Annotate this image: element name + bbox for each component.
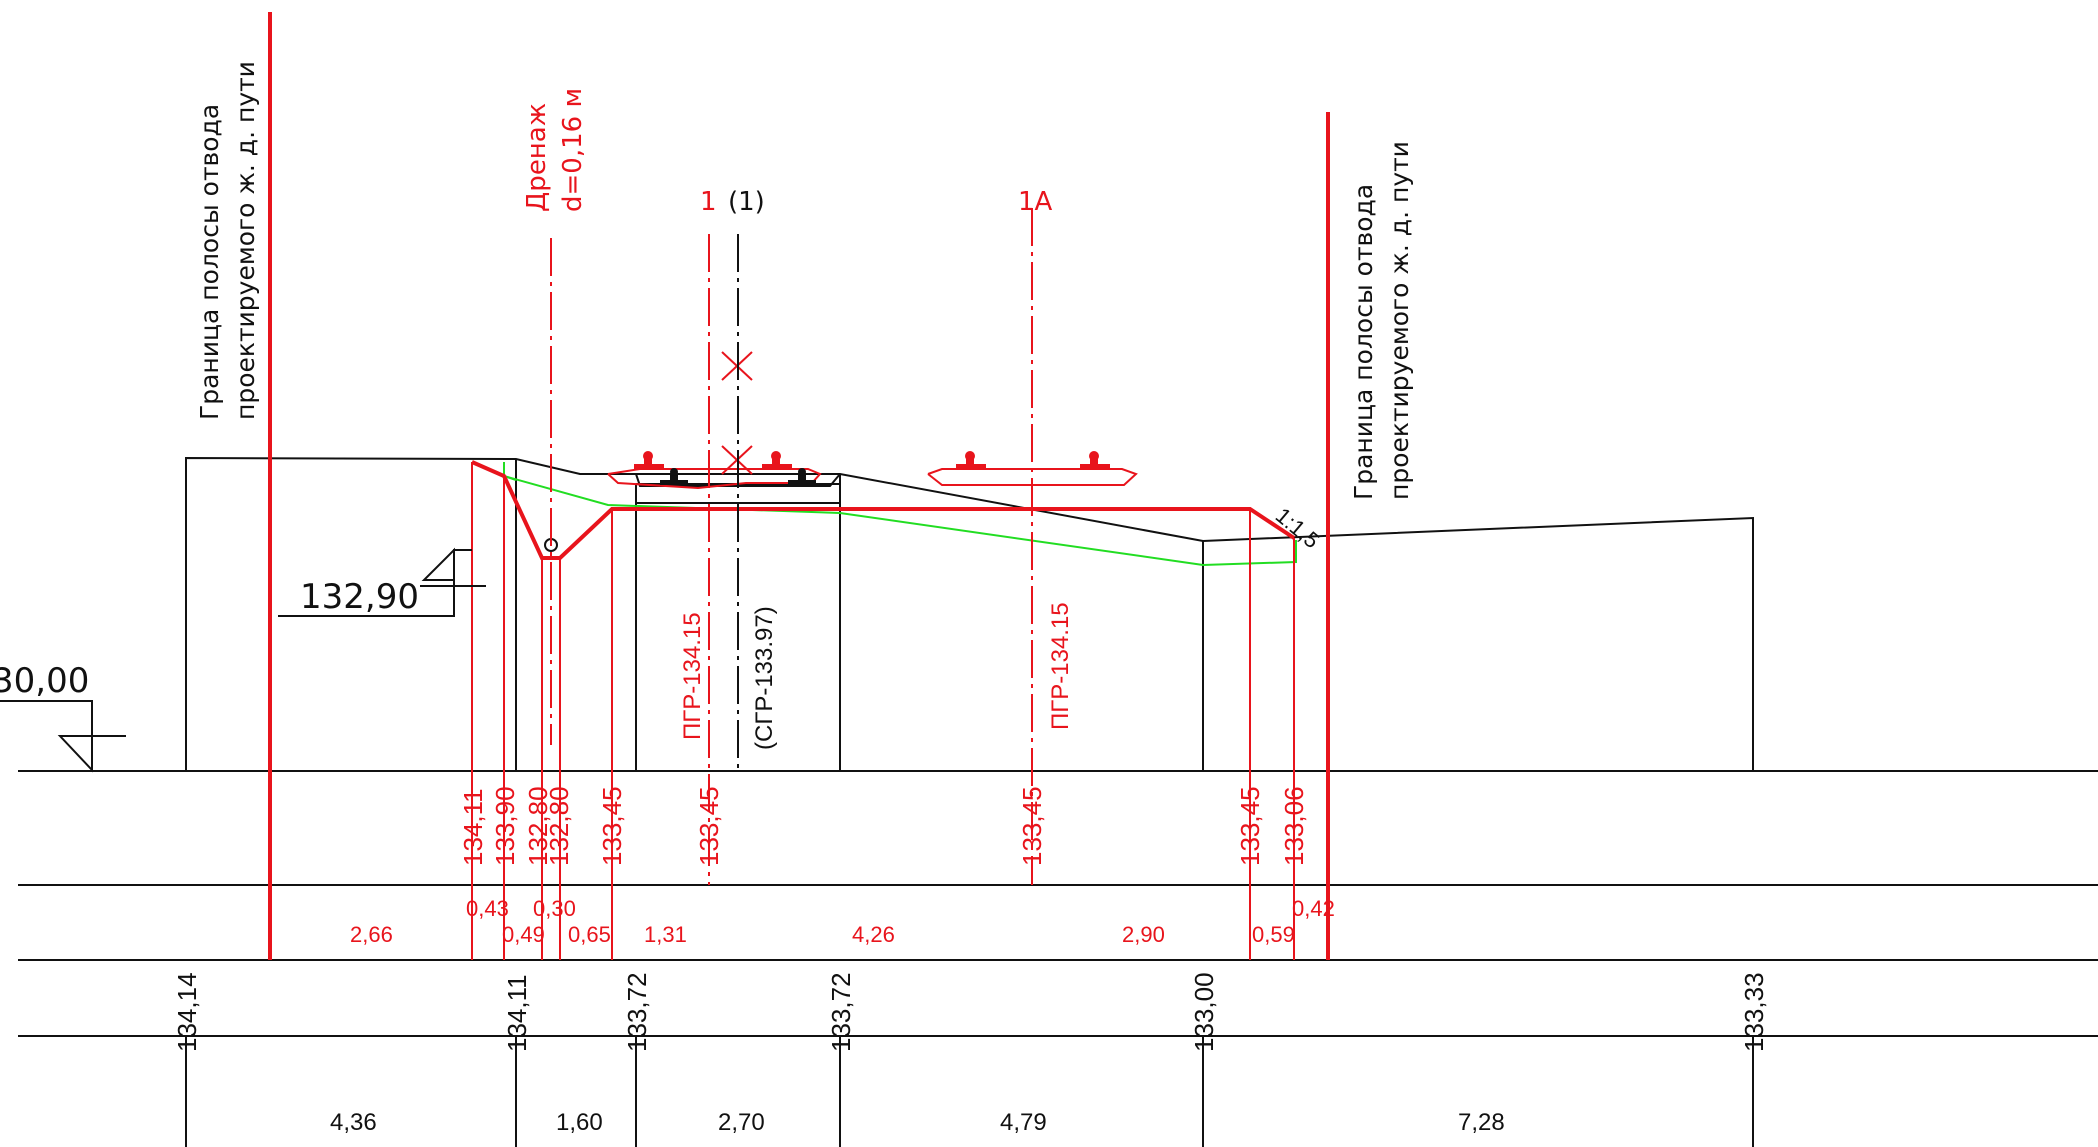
axis-lines — [550, 208, 1033, 885]
existing-distance: 1,60 — [556, 1109, 603, 1136]
existing-distance: 7,28 — [1458, 1109, 1505, 1136]
design-distance: 0,30 — [533, 896, 576, 921]
design-distance: 0,49 — [502, 922, 545, 947]
boundary-label-right: Граница полосы отвода проектируемого ж. … — [1349, 141, 1414, 500]
svg-text:проектируемого ж. д. пути: проектируемого ж. д. пути — [1385, 141, 1414, 500]
pgr-label-1a: ПГР-134.15 — [1047, 602, 1074, 730]
design-elevation: 133,45 — [694, 786, 724, 866]
design-track-1a — [927, 468, 1138, 486]
existing-elevation: 133,72 — [622, 972, 652, 1052]
sgr-label-1: (СГР-133.97) — [751, 606, 778, 750]
design-distance-row: 2,66 0,43 0,49 0,30 0,65 1,31 4,26 2,90 … — [350, 896, 1335, 947]
existing-elevation: 134,11 — [502, 974, 532, 1052]
axis-label-1-existing: (1) — [728, 187, 765, 217]
design-distance: 0,65 — [568, 922, 611, 947]
existing-distance: 2,70 — [718, 1109, 765, 1136]
design-distance: 4,26 — [852, 922, 895, 947]
existing-elevation: 134,14 — [172, 972, 202, 1052]
datum-label: 30,00 — [0, 661, 89, 701]
design-elevation-row: 134,11 133,90 132,80 132,80 133,45 133,4… — [458, 786, 1309, 866]
drain-label: Дренаж d=0,16 м — [522, 88, 588, 212]
design-elevation: 134,11 — [458, 788, 488, 866]
existing-elevation: 133,00 — [1189, 972, 1219, 1052]
slope-label: 1:1,5 — [1271, 503, 1325, 554]
axis-label-1: 1 — [700, 187, 717, 217]
design-distance: 0,43 — [466, 896, 509, 921]
design-distance: 2,90 — [1122, 922, 1165, 947]
subgrade-line — [503, 462, 1297, 567]
svg-text:Дренаж: Дренаж — [522, 103, 552, 212]
design-elevation: 133,45 — [1235, 786, 1265, 866]
design-distance: 1,31 — [644, 922, 687, 947]
svg-text:Граница полосы отвода: Граница полосы отвода — [195, 104, 224, 420]
svg-text:d=0,16 м: d=0,16 м — [558, 88, 588, 212]
existing-distance-row: 4,36 1,60 2,70 4,79 7,28 — [330, 1109, 1505, 1136]
design-elevation: 133,45 — [1017, 786, 1047, 866]
boundary-label-left: Граница полосы отвода проектируемого ж. … — [195, 61, 260, 420]
design-distance: 0,42 — [1292, 896, 1335, 921]
level-mark-132-90 — [278, 547, 486, 617]
axis-label-1a: 1A — [1018, 187, 1053, 217]
design-distance: 0,59 — [1252, 922, 1295, 947]
design-ticks — [471, 462, 1295, 960]
svg-text:проектируемого ж. д. пути: проектируемого ж. д. пути — [231, 61, 260, 420]
existing-elevation: 133,72 — [826, 972, 856, 1052]
table-grid — [18, 770, 2098, 1147]
existing-distance: 4,79 — [1000, 1109, 1047, 1136]
existing-elevation: 133,33 — [1739, 972, 1769, 1052]
design-elevation: 133,06 — [1279, 786, 1309, 866]
pgr-label-1: ПГР-134.15 — [679, 612, 706, 740]
design-elevation: 132,80 — [523, 786, 553, 866]
datum-mark — [0, 700, 126, 773]
design-elevation: 132,80 — [544, 786, 574, 866]
design-roadbed — [471, 460, 1296, 560]
design-elevation: 133,45 — [597, 786, 627, 866]
existing-ground-profile — [185, 456, 1754, 771]
design-distance: 2,66 — [350, 922, 393, 947]
svg-text:Граница полосы отвода: Граница полосы отвода — [1349, 184, 1378, 500]
rails — [634, 451, 1110, 485]
level-mark-label: 132,90 — [300, 577, 419, 617]
existing-elevation-row: 134,14 134,11 133,72 133,72 133,00 133,3… — [172, 972, 1769, 1052]
design-elevation: 133,90 — [490, 786, 520, 866]
existing-distance: 4,36 — [330, 1109, 377, 1136]
